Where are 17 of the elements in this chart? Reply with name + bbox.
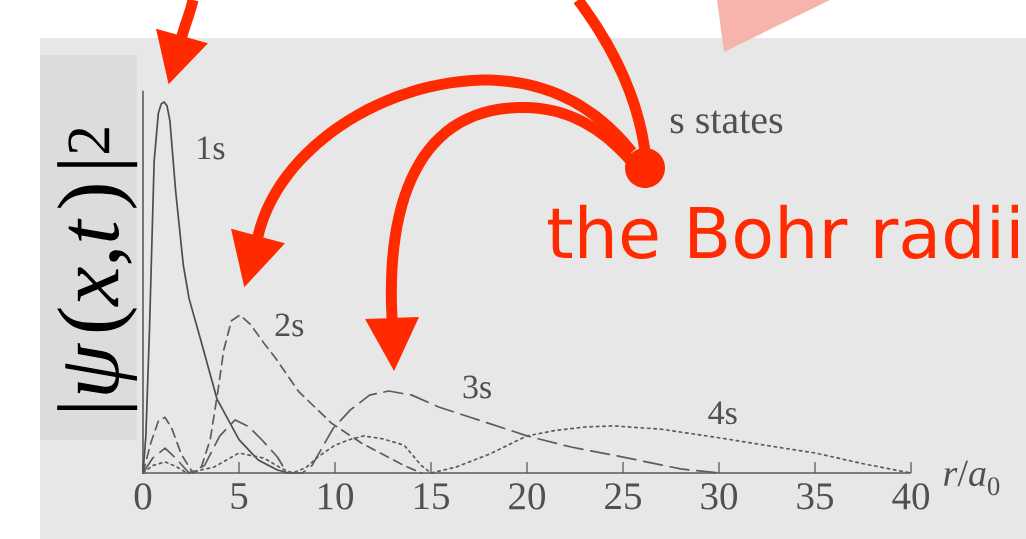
series-label: 3s: [463, 375, 491, 399]
series-label: 4s: [708, 401, 737, 425]
annotation: s states: [670, 110, 783, 134]
x-tick-label: 40: [892, 483, 930, 510]
x-tick-label: 25: [605, 483, 641, 510]
annotation: the Bohr radii: [548, 204, 1019, 259]
x-tick-label: 0: [134, 483, 152, 510]
x-tick-label: 10: [318, 483, 354, 510]
y-axis-title: |ψ(x,t)|$^{2}$: [57, 128, 138, 410]
x-tick-label: 5: [231, 483, 248, 510]
x-axis-title: r/a$_{0}$: [944, 460, 1000, 496]
x-tick-label: 30: [701, 483, 738, 510]
series-label: 2s: [275, 313, 304, 337]
series-label: 1s: [198, 136, 225, 160]
x-tick-label: 15: [414, 483, 449, 510]
x-tick-label: 35: [797, 483, 833, 510]
x-tick-label: 20: [509, 483, 546, 510]
